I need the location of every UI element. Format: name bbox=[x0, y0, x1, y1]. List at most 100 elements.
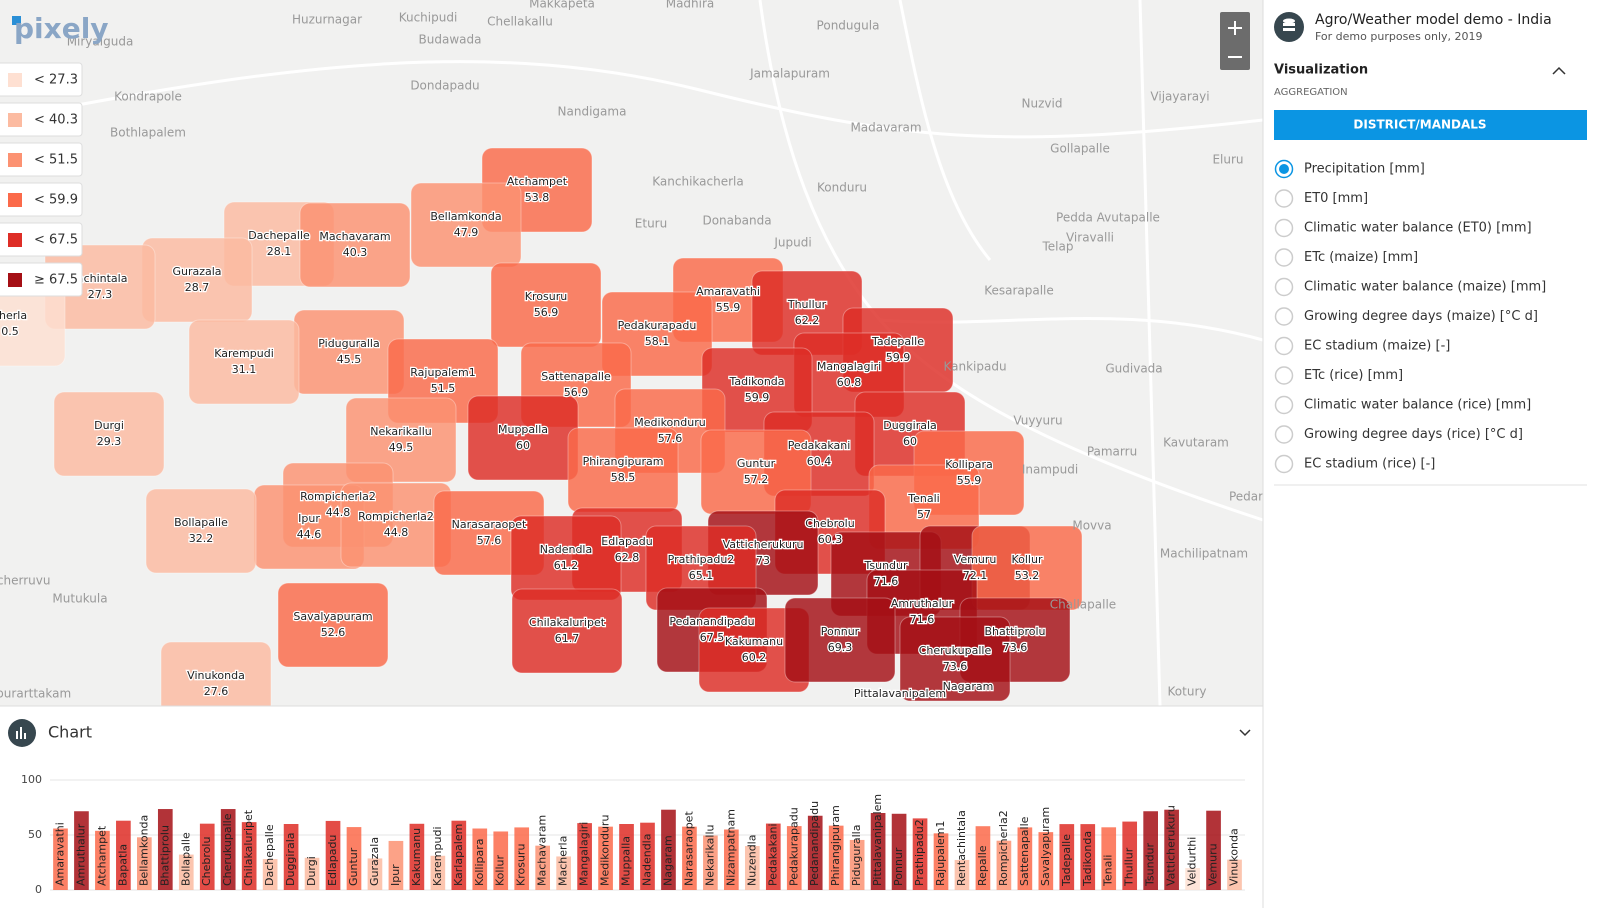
place-label: Kesarapalle bbox=[984, 284, 1054, 298]
option-label[interactable]: EC stadium (maize) [-] bbox=[1304, 339, 1450, 354]
mandal-value: 51.5 bbox=[431, 382, 456, 395]
mandal-value: 56.9 bbox=[564, 386, 589, 399]
zoom-box bbox=[1220, 12, 1250, 70]
mandal-name: Machavaram bbox=[319, 230, 390, 243]
legend-label: < 59.9 bbox=[34, 193, 78, 208]
bar bbox=[472, 828, 488, 890]
radio-button[interactable] bbox=[1274, 366, 1294, 385]
legend-label: < 67.5 bbox=[34, 233, 78, 248]
app-title: Agro/Weather model demo - India bbox=[1315, 12, 1552, 28]
bar bbox=[1227, 859, 1242, 890]
place-label: Donabanda bbox=[702, 214, 771, 228]
bar bbox=[703, 835, 718, 890]
bar bbox=[891, 813, 907, 890]
option-label[interactable]: Climatic water balance (ET0) [mm] bbox=[1304, 221, 1532, 236]
collapse-chart[interactable] bbox=[1239, 729, 1251, 737]
bar bbox=[220, 809, 236, 890]
x-tick-label: Tenali bbox=[1102, 855, 1115, 887]
zoom-in-button[interactable] bbox=[1228, 21, 1242, 35]
mandal-value: 44.6 bbox=[297, 528, 322, 541]
mandal-name: Kollur bbox=[1011, 553, 1042, 566]
place-label: Nuzvid bbox=[1022, 97, 1063, 111]
app-subtitle: For demo purposes only, 2019 bbox=[1315, 30, 1483, 43]
mandal-value: 28.1 bbox=[267, 245, 292, 258]
option-label[interactable]: Climatic water balance (rice) [mm] bbox=[1304, 398, 1531, 413]
mandal-name: Guntur bbox=[737, 457, 776, 470]
mandal-name: Prathipadu2 bbox=[668, 553, 735, 566]
mandal-name: Bollapalle bbox=[174, 516, 228, 529]
place-label: Eturu bbox=[635, 217, 667, 231]
mandal-name: Karempudi bbox=[214, 347, 274, 360]
bar bbox=[954, 859, 970, 890]
bar bbox=[828, 825, 844, 890]
radio-button[interactable] bbox=[1274, 218, 1294, 238]
x-tick-label: Duggirala bbox=[284, 832, 297, 886]
mandal-name: Rompicherla2 bbox=[358, 510, 434, 523]
bar bbox=[661, 809, 676, 890]
mandal-area bbox=[511, 588, 623, 674]
place-label: Gollapalle bbox=[1050, 142, 1110, 156]
mandal-name: Durgi bbox=[94, 419, 124, 432]
bar bbox=[1164, 809, 1179, 890]
legend: < 27.3 < 40.3 < 51.5 < 59.9 < 67.5 ≥ 67.5 bbox=[0, 62, 83, 297]
option-label[interactable]: ET0 [mm] bbox=[1304, 191, 1368, 206]
aggregation-button-label[interactable]: DISTRICT/MANDALS bbox=[1353, 118, 1486, 132]
mandal-value: 53.2 bbox=[1015, 569, 1040, 582]
mandal-area bbox=[784, 597, 896, 683]
radio-button[interactable] bbox=[1274, 277, 1294, 297]
x-tick-label: Vatticherukuru bbox=[1165, 805, 1178, 886]
option-label[interactable]: Growing degree days (maize) [°C d] bbox=[1304, 309, 1538, 324]
x-tick-label: Durgi bbox=[305, 856, 318, 886]
mandal-value: 59.9 bbox=[745, 391, 770, 404]
radio-button[interactable] bbox=[1274, 454, 1294, 474]
bar bbox=[493, 831, 509, 890]
x-tick-label: Machavaram bbox=[536, 815, 549, 886]
place-label: Kondrapole bbox=[114, 90, 182, 104]
mandal-area bbox=[490, 262, 602, 348]
x-tick-label: Rentachintala bbox=[955, 810, 968, 886]
option-label[interactable]: Precipitation [mm] bbox=[1304, 162, 1425, 177]
option-label[interactable]: Growing degree days (rice) [°C d] bbox=[1304, 427, 1523, 442]
bar bbox=[870, 813, 886, 890]
aggregation-button[interactable] bbox=[1274, 110, 1587, 140]
bar bbox=[1038, 832, 1054, 890]
logo-mark bbox=[12, 16, 21, 25]
place-label: Bothlapalem bbox=[110, 126, 186, 140]
zoom-control bbox=[1220, 12, 1250, 70]
x-tick-label: Medikonduru bbox=[599, 815, 612, 886]
mandal-value: 28.7 bbox=[185, 281, 210, 294]
x-tick-label: Mangalagiri bbox=[578, 822, 591, 886]
option-label[interactable]: ETc (maize) [mm] bbox=[1304, 250, 1418, 265]
y-tick-label: 100 bbox=[21, 773, 42, 786]
radio-button[interactable] bbox=[1274, 248, 1294, 267]
place-label: Nandigama bbox=[558, 105, 627, 119]
radio-button[interactable] bbox=[1274, 395, 1294, 415]
option-label[interactable]: Climatic water balance (maize) [mm] bbox=[1304, 280, 1546, 295]
map: Huzurnagar Chellakallu Kuchipudi Makkapeta M… bbox=[0, 0, 1366, 727]
x-tick-label: Kollipara bbox=[473, 838, 486, 886]
mandal-name: Amaravathi bbox=[696, 285, 760, 298]
mandal-name: Tsundur bbox=[863, 559, 908, 572]
bar bbox=[137, 837, 152, 890]
mandal-value: 57.2 bbox=[744, 473, 769, 486]
x-tick-label: Krosuru bbox=[515, 844, 528, 886]
x-tick-label: Bhattiprolu bbox=[158, 825, 171, 886]
x-tick-label: Karlapalem bbox=[452, 824, 465, 886]
x-tick-label: Rajupalem1 bbox=[934, 821, 947, 886]
radio-button[interactable] bbox=[1274, 189, 1294, 208]
collapse-section[interactable] bbox=[1552, 66, 1566, 75]
x-tick-label: Chebrolu bbox=[200, 837, 213, 886]
bar bbox=[74, 811, 89, 890]
x-tick-label: Dachepalle bbox=[263, 824, 276, 886]
radio-button[interactable] bbox=[1274, 336, 1294, 356]
radio-button[interactable] bbox=[1274, 425, 1294, 444]
radio-button[interactable] bbox=[1274, 307, 1294, 326]
place-label: Pondugula bbox=[817, 19, 880, 33]
option-label[interactable]: ETc (rice) [mm] bbox=[1304, 368, 1403, 383]
bar bbox=[849, 839, 865, 890]
mandal-value: 44.8 bbox=[326, 506, 351, 519]
option-label[interactable]: EC stadium (rice) [-] bbox=[1304, 457, 1435, 472]
place-label: Kuchipudi bbox=[399, 11, 458, 25]
legend-label: ≥ 67.5 bbox=[34, 273, 78, 288]
